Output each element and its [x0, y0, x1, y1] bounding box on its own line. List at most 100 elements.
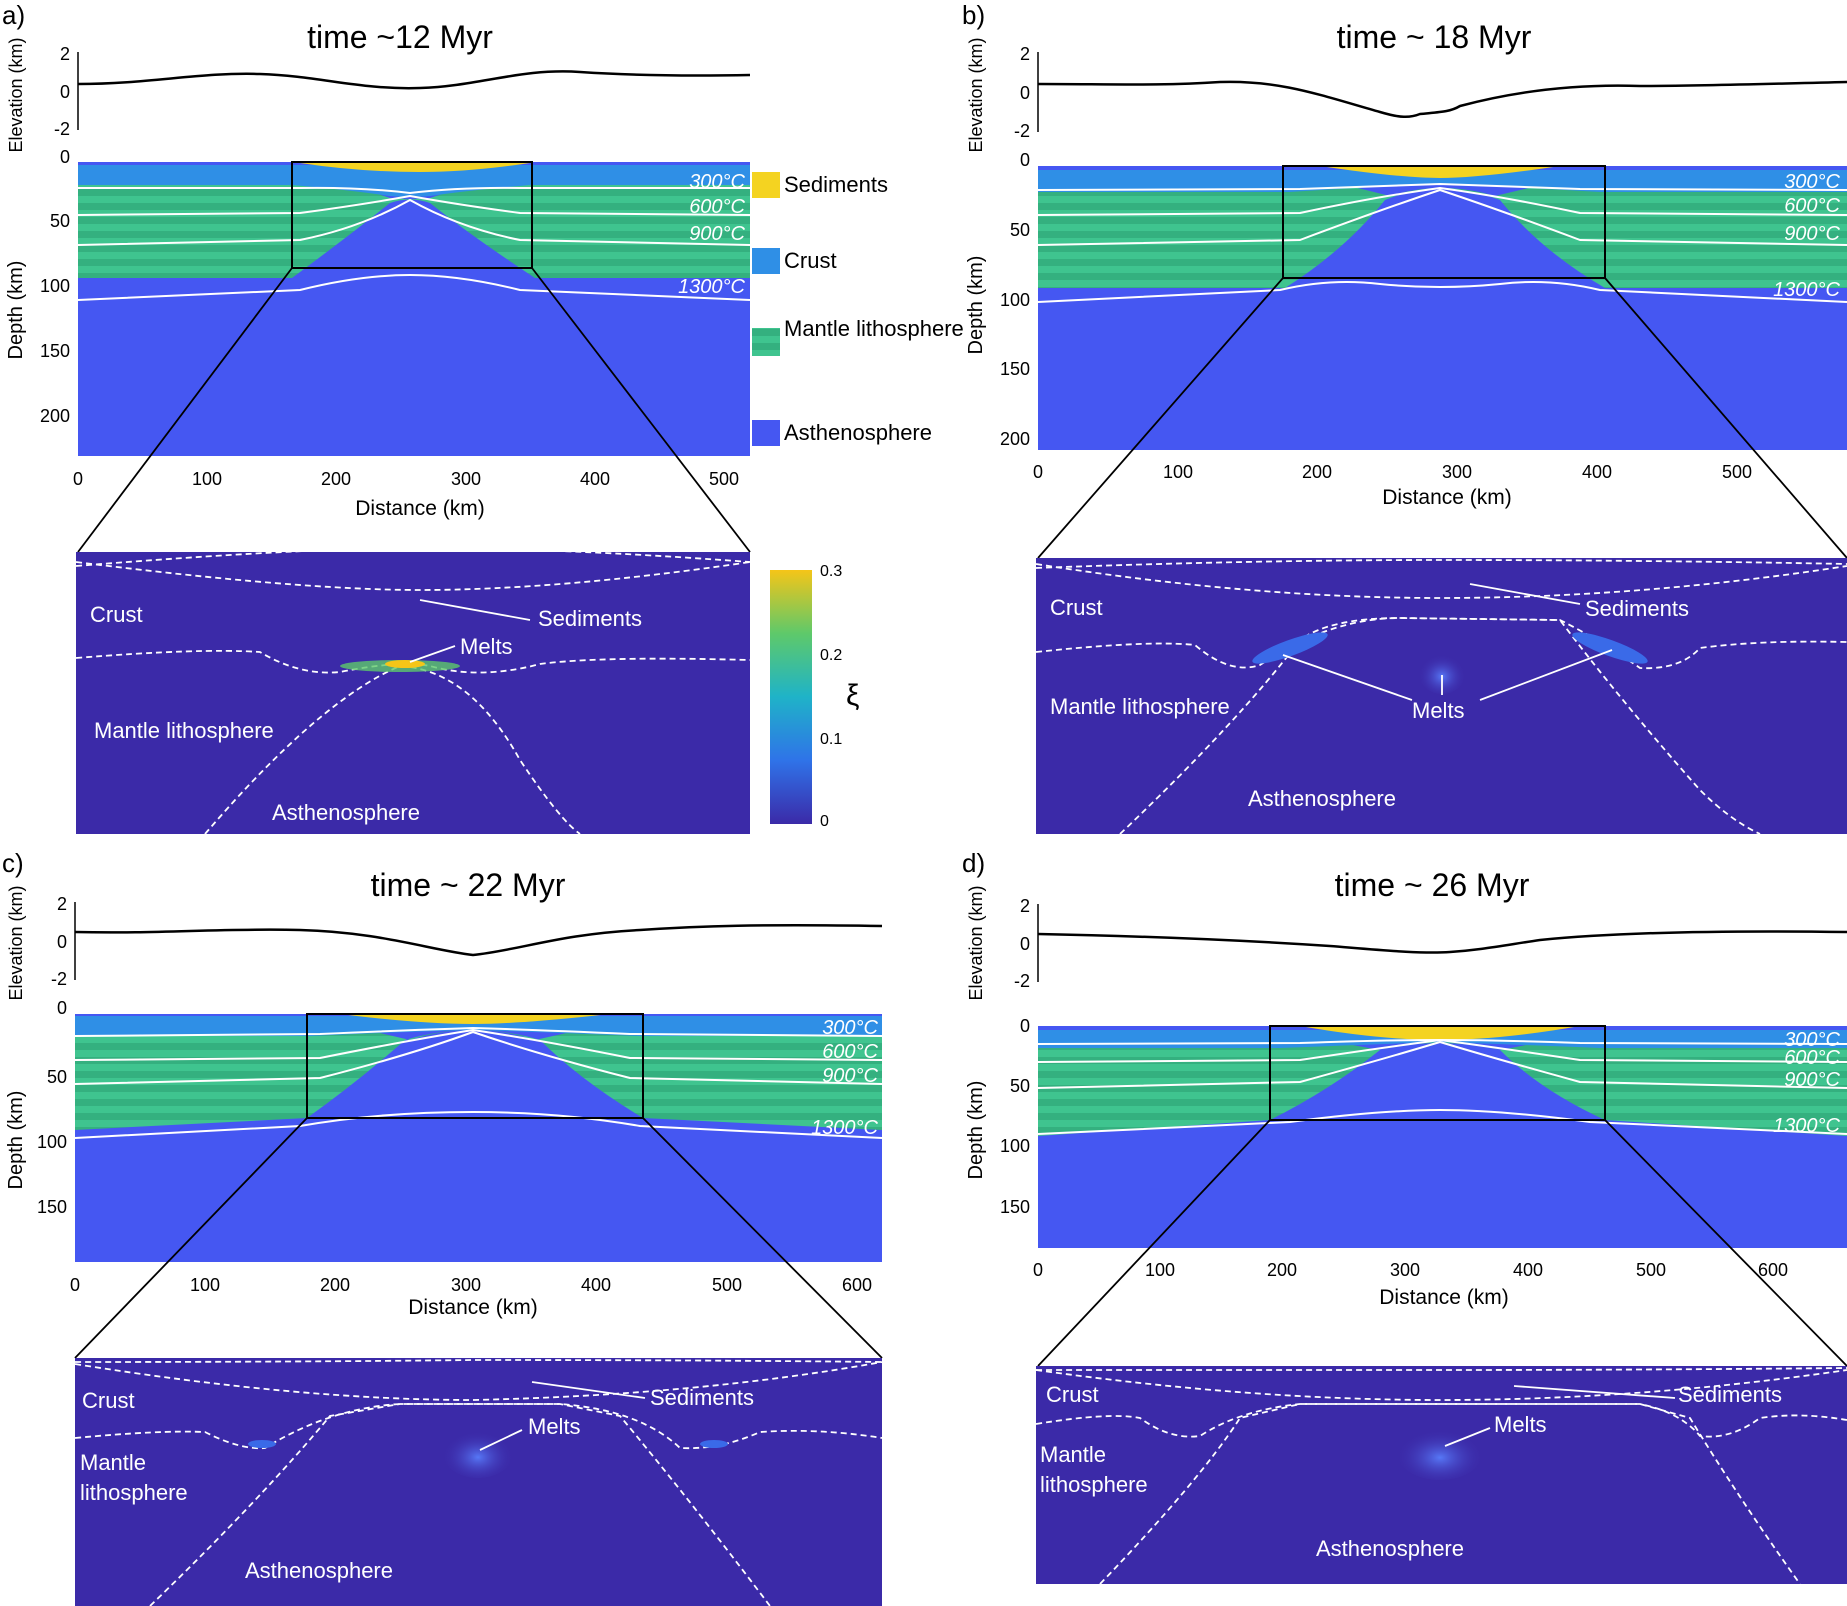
elevation-line: [77, 70, 751, 90]
melt-patch: [442, 1426, 514, 1478]
x-tick: 600: [842, 1275, 872, 1295]
x-tick: 100: [1145, 1260, 1175, 1280]
panel-title: time ~12 Myr: [307, 19, 493, 55]
panel-title: time ~ 22 Myr: [371, 867, 566, 903]
elevation-line: [1037, 80, 1847, 118]
elev-tick: -2: [51, 969, 67, 989]
legend-swatch-asthenosphere: [752, 420, 780, 446]
legend: Sediments Crust Mantle lithosphere Asthe…: [752, 172, 964, 446]
zoom-sediments: Sediments: [650, 1385, 754, 1410]
panel-label: d): [962, 848, 985, 878]
x-tick: 600: [1758, 1260, 1788, 1280]
x-axis: 0 100 200 300 400 500 600 Distance (km): [1033, 1260, 1788, 1309]
depth-tick: 150: [1000, 359, 1030, 379]
isotherm-label: 1300°C: [1773, 279, 1840, 301]
x-axis: 0 100 200 300 400 500 Distance (km): [73, 469, 739, 520]
colorbar: 0.3 0.2 0.1 0 ξ: [770, 563, 859, 830]
zoom-asthenosphere: Asthenosphere: [1316, 1536, 1464, 1561]
zoom-sediments: Sediments: [1678, 1382, 1782, 1407]
zoom-crust: Crust: [90, 602, 143, 627]
zoom-sediments: Sediments: [1585, 596, 1689, 621]
x-tick: 300: [451, 469, 481, 489]
x-tick: 400: [580, 469, 610, 489]
isotherm-label: 900°C: [1784, 1069, 1840, 1091]
depth-tick: 100: [40, 276, 70, 296]
legend-label: Asthenosphere: [784, 420, 932, 445]
depth-tick: 150: [1000, 1197, 1030, 1217]
panel-label: b): [962, 0, 985, 30]
isotherm-label: 300°C: [1784, 171, 1840, 193]
melt-patch: [248, 1440, 276, 1448]
x-axis: 0 100 200 300 400 500 600 Distance (km): [70, 1275, 872, 1319]
zoom-crust: Crust: [1050, 595, 1103, 620]
zoom-mantle: Mantle lithosphere: [80, 1450, 188, 1505]
isotherm-label: 900°C: [689, 223, 745, 245]
zoom-melts: Melts: [1494, 1412, 1547, 1437]
melt-patch: [700, 1440, 728, 1448]
isotherm-label: 300°C: [1784, 1029, 1840, 1051]
zoom-mantle: Mantle lithosphere: [1050, 694, 1230, 719]
isotherm-label: 600°C: [822, 1041, 878, 1063]
elevation-line: [1037, 930, 1847, 954]
elev-tick: 0: [60, 82, 70, 102]
elevation-axis: 2 0 -2 Elevation (km): [966, 37, 1847, 153]
depth-tick: 50: [50, 211, 70, 231]
x-tick: 500: [709, 469, 739, 489]
x-tick: 0: [73, 469, 83, 489]
isotherm-label: 600°C: [1784, 1047, 1840, 1069]
zoom-box: [306, 1013, 644, 1119]
zoom-melts: Melts: [528, 1414, 581, 1439]
elev-tick: 0: [1020, 83, 1030, 103]
x-tick: 0: [70, 1275, 80, 1295]
zoom-asthenosphere: Asthenosphere: [245, 1558, 393, 1583]
x-axis-label: Distance (km): [355, 497, 485, 520]
x-tick: 200: [1267, 1260, 1297, 1280]
x-axis-label: Distance (km): [408, 1296, 538, 1319]
depth-tick: 50: [1010, 1076, 1030, 1096]
elevation-label: Elevation (km): [6, 37, 26, 152]
cross-section: 300°C 600°C 900°C 1300°C: [74, 1013, 883, 1262]
x-tick: 500: [712, 1275, 742, 1295]
elevation-label: Elevation (km): [6, 885, 26, 1000]
x-tick: 200: [320, 1275, 350, 1295]
x-tick: 0: [1033, 1260, 1043, 1280]
depth-tick: 50: [1010, 220, 1030, 240]
depth-tick: 150: [40, 341, 70, 361]
colorbar-symbol: ξ: [846, 679, 859, 712]
zoom-sediments: Sediments: [538, 606, 642, 631]
elevation-label: Elevation (km): [966, 37, 986, 152]
zoom-melts: Melts: [460, 634, 513, 659]
x-tick: 200: [1302, 462, 1332, 482]
melt-patch: [1396, 1424, 1484, 1480]
depth-tick: 200: [1000, 429, 1030, 449]
elev-tick: -2: [1014, 121, 1030, 141]
depth-tick: 0: [57, 998, 67, 1018]
melt-patch: [1252, 632, 1328, 664]
elev-tick: 0: [57, 932, 67, 952]
melt-patch: [1572, 632, 1648, 664]
cross-section: 300°C 600°C 900°C 1300°C: [77, 161, 751, 456]
isotherm-label: 900°C: [822, 1065, 878, 1087]
legend-label: Sediments: [784, 172, 888, 197]
depth-tick: 200: [40, 406, 70, 426]
elev-tick: 0: [1020, 934, 1030, 954]
elevation-axis: 2 0 -2 Elevation (km): [6, 885, 883, 1001]
zoom-mantle: Mantle lithosphere: [94, 718, 274, 743]
x-tick: 400: [1582, 462, 1612, 482]
x-tick: 100: [1163, 462, 1193, 482]
panel-title: time ~ 26 Myr: [1335, 867, 1530, 903]
x-tick: 400: [1513, 1260, 1543, 1280]
x-tick: 300: [1390, 1260, 1420, 1280]
zoom-asthenosphere: Asthenosphere: [272, 800, 420, 825]
depth-tick: 0: [1020, 150, 1030, 170]
x-tick: 300: [451, 1275, 481, 1295]
x-tick: 500: [1636, 1260, 1666, 1280]
x-axis: 0 100 200 300 400 500 Distance (km): [1033, 462, 1752, 509]
panel-title: time ~ 18 Myr: [1337, 19, 1532, 55]
elev-tick: 2: [1020, 44, 1030, 64]
legend-swatch-mantle: [752, 328, 780, 356]
legend-swatch-sediments: [752, 172, 780, 198]
elev-tick: 2: [57, 894, 67, 914]
elevation-line: [74, 923, 883, 957]
